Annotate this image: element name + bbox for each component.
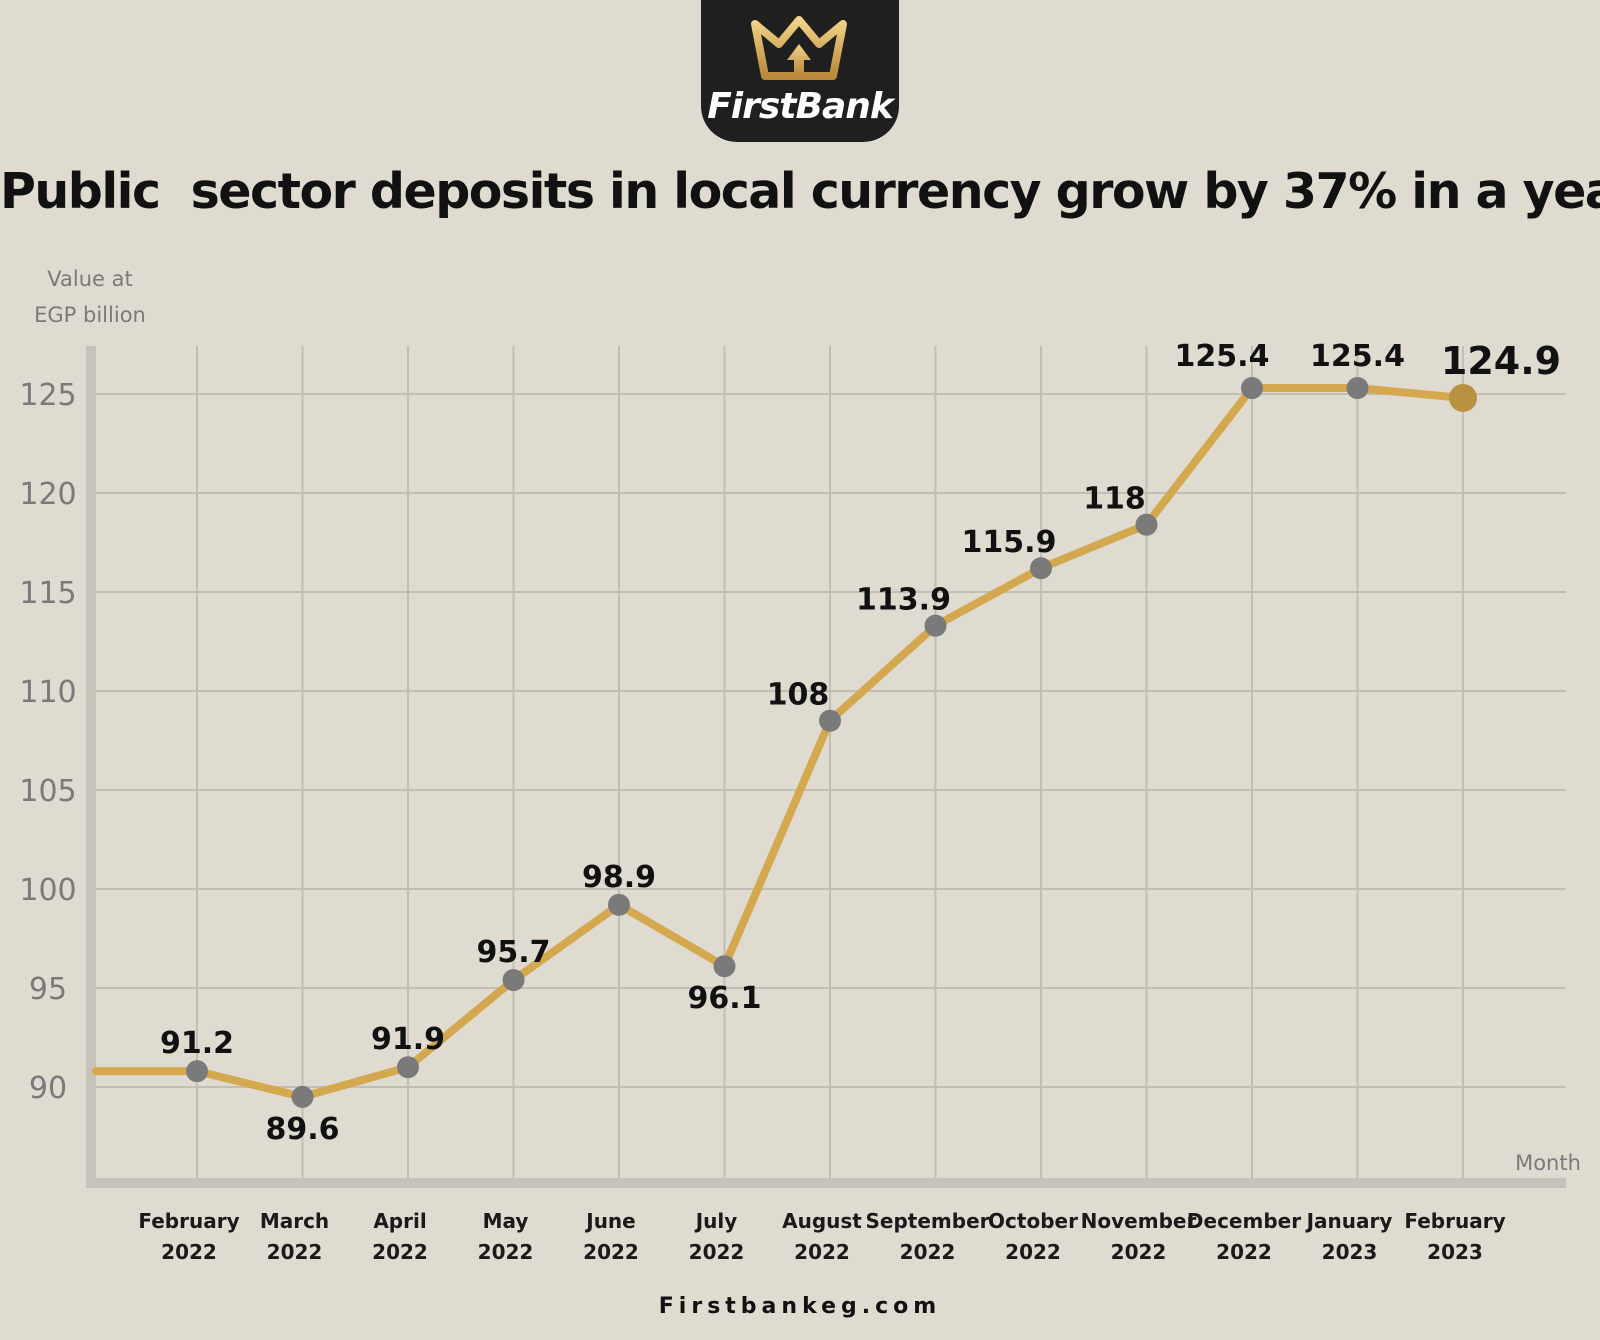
x-tick-label: 2022 <box>478 1240 534 1264</box>
x-tick-label: October <box>988 1209 1078 1233</box>
data-label: 91.9 <box>371 1022 445 1057</box>
x-tick-label: August <box>782 1209 862 1233</box>
x-axis-label: Month <box>1515 1151 1581 1175</box>
data-point <box>1135 513 1158 536</box>
data-point <box>397 1056 419 1079</box>
x-tick-label: 2022 <box>794 1240 850 1264</box>
x-tick-label: 2022 <box>372 1240 428 1264</box>
x-tick-label: February <box>138 1209 239 1233</box>
x-tick-label: January <box>1305 1209 1393 1233</box>
data-point <box>502 969 525 992</box>
website-url: Firstbankeg.com <box>658 1294 942 1319</box>
x-tick-label: July <box>694 1209 738 1233</box>
x-tick-label: March <box>260 1209 329 1233</box>
data-label: 108 <box>767 678 830 713</box>
data-label: 98.9 <box>582 860 656 895</box>
data-label: 113.9 <box>856 583 951 618</box>
y-tick-label: 90 <box>29 1071 67 1106</box>
brand-name: FirstBank <box>707 86 894 127</box>
y-tick-label: 120 <box>19 477 76 512</box>
crown-icon <box>751 16 847 80</box>
data-point <box>1449 383 1477 412</box>
y-axis-label: EGP billion <box>34 303 146 327</box>
data-label: 125.4 <box>1175 339 1270 374</box>
firstbank-logo: FirstBank <box>701 0 899 142</box>
x-tick-label: 2023 <box>1322 1240 1378 1264</box>
data-point <box>713 955 736 978</box>
x-tick-label: September <box>866 1209 990 1233</box>
y-tick-label: 115 <box>19 576 76 611</box>
y-tick-label: 110 <box>19 675 76 710</box>
x-tick-label: 2022 <box>1216 1240 1272 1264</box>
x-tick-label: November <box>1081 1209 1197 1233</box>
x-tick-label: April <box>373 1209 426 1233</box>
x-tick-label: June <box>584 1209 635 1233</box>
x-tick-label: February <box>1404 1209 1505 1233</box>
data-point <box>608 893 630 916</box>
data-point <box>819 709 841 732</box>
data-point <box>1030 557 1052 580</box>
data-point <box>186 1060 208 1083</box>
data-label: 124.9 <box>1441 339 1561 383</box>
y-tick-label: 95 <box>29 972 67 1007</box>
y-axis-label: Value at <box>47 267 132 291</box>
x-axis-line <box>86 1178 1566 1188</box>
x-tick-label: 2022 <box>689 1240 745 1264</box>
x-tick-label: 2022 <box>1005 1240 1061 1264</box>
data-point <box>1346 377 1369 400</box>
data-label: 95.7 <box>476 935 550 970</box>
y-tick-label: 100 <box>19 873 76 908</box>
y-axis-line <box>86 346 96 1188</box>
x-tick-label: 2022 <box>161 1240 217 1264</box>
data-label: 115.9 <box>962 525 1057 560</box>
data-label: 91.2 <box>160 1026 234 1061</box>
x-tick-label: 2023 <box>1427 1240 1483 1264</box>
x-tick-label: December <box>1187 1209 1301 1233</box>
series-line <box>92 384 1467 1101</box>
y-tick-label: 105 <box>19 774 76 809</box>
x-tick-label: 2022 <box>267 1240 323 1264</box>
x-tick-label: 2022 <box>1111 1240 1167 1264</box>
data-point <box>924 614 947 637</box>
data-point <box>1241 377 1263 400</box>
data-label: 89.6 <box>265 1112 339 1147</box>
data-label: 118 <box>1083 482 1146 517</box>
x-tick-label: 2022 <box>583 1240 639 1264</box>
data-point <box>291 1085 314 1108</box>
x-tick-label: 2022 <box>900 1240 956 1264</box>
x-tick-label: May <box>483 1209 529 1233</box>
data-label: 96.1 <box>687 981 761 1016</box>
data-label: 125.4 <box>1310 339 1405 374</box>
y-tick-label: 125 <box>19 378 76 413</box>
chart-title: Public sector deposits in local currency… <box>0 163 1600 220</box>
